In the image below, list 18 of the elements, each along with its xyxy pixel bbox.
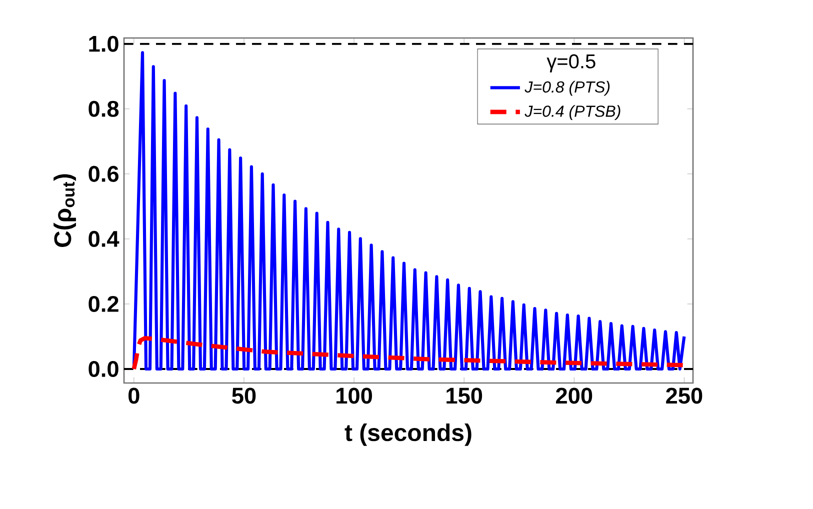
x-tick-label: 250 bbox=[666, 388, 702, 404]
x-tick-label: 150 bbox=[446, 388, 482, 404]
x-tick-label: 50 bbox=[232, 388, 256, 404]
y-tick-label: 0.2 bbox=[88, 296, 118, 312]
y-tick-label: 0.8 bbox=[88, 100, 119, 117]
line-series bbox=[132, 51, 686, 371]
y-tick-label: 0.4 bbox=[88, 230, 120, 247]
x-tick-label: 100 bbox=[336, 388, 372, 404]
x-tick-label: 0 bbox=[128, 388, 140, 404]
x-tick-label: 200 bbox=[556, 388, 592, 404]
y-tick-label: 0.0 bbox=[88, 360, 118, 378]
legend-label: J=0.8 (PTS) bbox=[524, 80, 610, 96]
x-axis-title: t (seconds) bbox=[344, 424, 472, 446]
y-axis-title: C(ρ$_{out}$) bbox=[54, 174, 76, 247]
y-tick-label: 1.0 bbox=[89, 36, 118, 52]
y-tick-label: 0.6 bbox=[88, 166, 118, 182]
legend-label: J=0.4 (PTSB) bbox=[524, 105, 620, 120]
legend-title: γ=0.5 bbox=[546, 54, 596, 72]
